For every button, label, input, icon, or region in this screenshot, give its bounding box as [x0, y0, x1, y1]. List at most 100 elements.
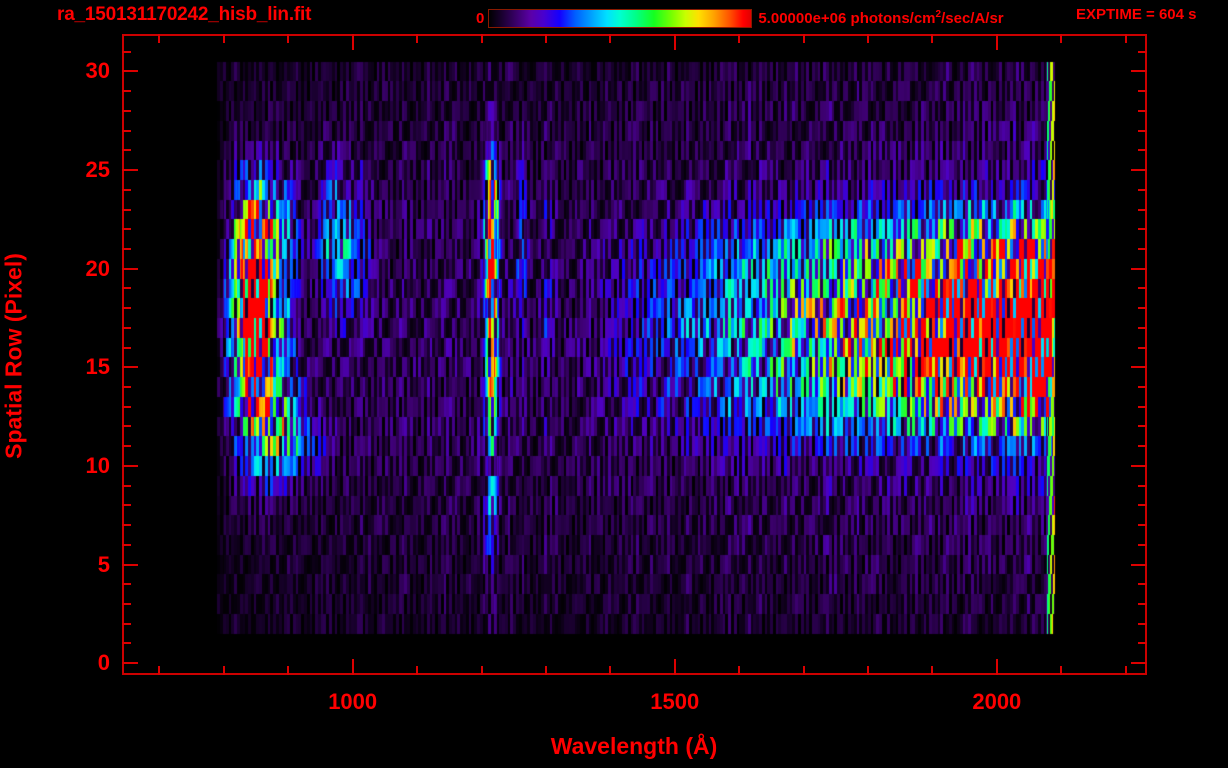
x-tick-label: 1500 [650, 689, 700, 714]
colorbar-max-label: 5.00000e+06 photons/cm2/sec/A/sr [758, 8, 1003, 27]
y-minor-tick [122, 149, 131, 152]
x-minor-tick-top [158, 34, 161, 43]
x-minor-tick-top [1124, 34, 1127, 43]
x-minor-tick-top [480, 34, 483, 43]
y-minor-tick-right [1138, 642, 1147, 645]
y-minor-tick [122, 228, 131, 231]
y-minor-tick-right [1138, 622, 1147, 625]
x-minor-tick-top [222, 34, 225, 43]
y-minor-tick-right [1138, 307, 1147, 310]
x-minor-tick [1060, 666, 1063, 675]
colorbar-gradient [488, 8, 753, 28]
y-minor-tick-right [1138, 109, 1147, 112]
y-minor-tick [122, 524, 131, 527]
y-minor-tick-right [1138, 346, 1147, 349]
x-minor-tick-top [931, 34, 934, 43]
y-major-tick-right [1131, 267, 1147, 270]
y-minor-tick [122, 386, 131, 389]
colorbar-min-label: 0 [476, 9, 485, 27]
x-major-tick-top [995, 34, 998, 50]
y-minor-tick [122, 326, 131, 329]
y-minor-tick-right [1138, 228, 1147, 231]
y-major-tick-right [1131, 464, 1147, 467]
y-major-tick [122, 563, 138, 566]
y-major-tick [122, 366, 138, 369]
y-minor-tick-right [1138, 287, 1147, 290]
y-minor-tick [122, 346, 131, 349]
x-minor-tick [802, 666, 805, 675]
colorbar-units-prefix: photons/cm [846, 9, 936, 27]
y-minor-tick-right [1138, 425, 1147, 428]
y-tick-label: 0 [97, 650, 110, 676]
x-major-tick-top [351, 34, 354, 50]
y-tick-label: 25 [85, 157, 110, 183]
x-minor-tick-top [416, 34, 419, 43]
x-minor-tick [738, 666, 741, 675]
x-minor-tick-top [544, 34, 547, 43]
plot-frame [122, 34, 1147, 675]
x-minor-tick-top [609, 34, 612, 43]
y-minor-tick [122, 208, 131, 211]
x-minor-tick [867, 666, 869, 675]
x-minor-tick [1124, 666, 1127, 675]
y-minor-tick [122, 307, 131, 310]
y-major-tick-right [1131, 563, 1147, 566]
x-minor-tick [222, 666, 225, 675]
y-minor-tick-right [1138, 326, 1147, 329]
x-minor-tick [544, 666, 547, 675]
x-minor-tick-top [867, 34, 869, 43]
y-tick-label: 30 [85, 58, 110, 84]
y-minor-tick [122, 602, 131, 605]
y-minor-tick [122, 543, 131, 546]
x-tick-label: 2000 [972, 689, 1022, 714]
x-minor-tick-top [802, 34, 805, 43]
page-title: ra_150131170242_hisb_lin.fit [57, 4, 312, 25]
x-axis-title: Wavelength (Å) [550, 733, 718, 759]
y-minor-tick-right [1138, 90, 1147, 93]
x-minor-tick-top [287, 34, 290, 43]
spectrogram-image [124, 36, 1145, 673]
y-tick-label: 15 [85, 354, 110, 380]
exptime-label: EXPTIME = 604 s [1076, 6, 1197, 23]
y-major-tick [122, 464, 138, 467]
y-minor-tick-right [1138, 543, 1147, 546]
y-major-tick-right [1131, 662, 1147, 665]
y-minor-tick-right [1138, 50, 1147, 53]
y-minor-tick [122, 642, 131, 645]
y-minor-tick [122, 484, 131, 487]
y-minor-tick [122, 622, 131, 625]
y-minor-tick-right [1138, 129, 1147, 132]
y-axis-title: Spatial Row (Pixel) [0, 253, 27, 459]
y-minor-tick [122, 188, 131, 191]
x-minor-tick [931, 666, 934, 675]
y-major-tick-right [1131, 366, 1147, 369]
y-minor-tick-right [1138, 583, 1147, 586]
x-minor-tick-top [738, 34, 741, 43]
colorbar: 0 5.00000e+06 photons/cm2/sec/A/sr [476, 6, 1004, 30]
y-minor-tick [122, 287, 131, 290]
y-minor-tick-right [1138, 602, 1147, 605]
y-minor-tick [122, 504, 131, 507]
y-major-tick [122, 169, 138, 172]
colorbar-max-value: 5.00000e+06 [758, 9, 847, 27]
y-minor-tick-right [1138, 149, 1147, 152]
y-minor-tick-right [1138, 208, 1147, 211]
y-major-tick-right [1131, 169, 1147, 172]
x-minor-tick [287, 666, 290, 675]
x-minor-tick [609, 666, 612, 675]
y-minor-tick-right [1138, 484, 1147, 487]
y-minor-tick [122, 109, 131, 112]
x-major-tick [995, 659, 998, 675]
y-minor-tick-right [1138, 405, 1147, 408]
y-tick-label: 20 [85, 255, 110, 281]
y-major-tick-right [1131, 70, 1147, 73]
y-minor-tick-right [1138, 445, 1147, 448]
y-minor-tick-right [1138, 504, 1147, 507]
x-minor-tick-top [1060, 34, 1063, 43]
x-major-tick-top [673, 34, 676, 50]
y-major-tick [122, 267, 138, 270]
colorbar-units-superscript: 2 [935, 8, 942, 20]
y-minor-tick-right [1138, 524, 1147, 527]
y-minor-tick-right [1138, 386, 1147, 389]
